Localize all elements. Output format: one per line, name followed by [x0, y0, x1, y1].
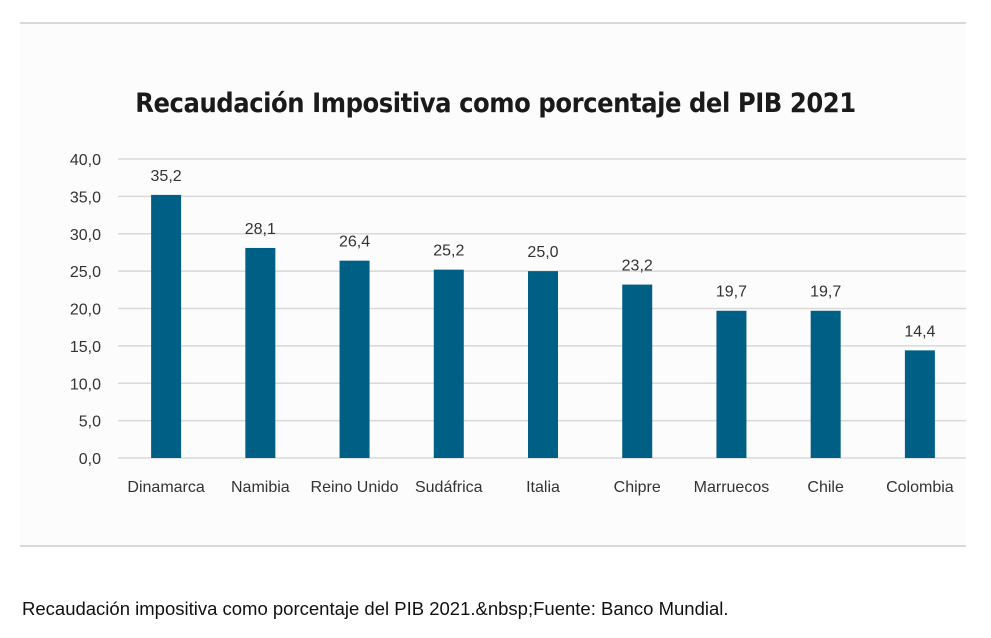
- y-tick-label: 5,0: [79, 414, 101, 431]
- bar: [716, 310, 747, 458]
- bar: [151, 194, 182, 458]
- x-tick-label: Chile: [807, 479, 844, 496]
- x-tick-label: Colombia: [886, 479, 954, 496]
- bar: [622, 284, 653, 458]
- y-axis-tick-labels: 0,0 5,0 10,0 15,0 20,0 25,0 30,0 35,0 40,0: [70, 152, 101, 468]
- x-tick-label: Namibia: [231, 479, 290, 496]
- y-tick-label: 15,0: [70, 339, 101, 356]
- bar-chart: 0,0 5,0 10,0 15,0 20,0 25,0 30,0 35,0 40,0 35,2 2…: [70, 152, 966, 496]
- x-tick-label: Chipre: [614, 479, 661, 496]
- data-label: 26,4: [339, 234, 370, 251]
- data-label: 23,2: [622, 258, 653, 275]
- data-label: 19,7: [716, 284, 747, 301]
- y-tick-label: 30,0: [70, 227, 101, 244]
- bar: [810, 310, 841, 458]
- y-tick-label: 25,0: [70, 264, 101, 281]
- x-tick-label: Marruecos: [694, 479, 770, 496]
- bar: [433, 269, 464, 458]
- top-divider: [20, 22, 966, 24]
- bar: [245, 247, 276, 458]
- y-tick-label: 0,0: [79, 451, 101, 468]
- y-tick-label: 35,0: [70, 189, 101, 206]
- bar: [528, 271, 558, 458]
- x-axis-tick-labels: Dinamarca Namibia Reino Unido Sudáfrica Ital…: [127, 479, 953, 496]
- bars: [151, 194, 935, 458]
- data-label: 25,0: [527, 244, 558, 261]
- bar: [904, 350, 935, 458]
- y-tick-label: 10,0: [70, 376, 101, 393]
- data-label: 25,2: [433, 243, 464, 260]
- bottom-divider: [20, 545, 966, 547]
- data-label: 14,4: [904, 323, 935, 340]
- x-tick-label: Sudáfrica: [415, 479, 483, 496]
- y-tick-label: 20,0: [70, 302, 101, 319]
- data-label: 19,7: [810, 284, 841, 301]
- x-tick-label: Dinamarca: [127, 479, 204, 496]
- y-tick-label: 40,0: [70, 152, 101, 169]
- chart-title: Recaudación Impositiva como porcentaje d…: [135, 88, 856, 119]
- x-tick-label: Reino Unido: [311, 479, 399, 496]
- bar: [339, 260, 370, 458]
- figure-caption: Recaudación impositiva como porcentaje d…: [22, 598, 729, 619]
- data-labels: 35,2 28,1 26,4 25,2 25,0 23,2 19,7 19,7 14,4: [151, 168, 936, 340]
- data-label: 35,2: [151, 168, 182, 185]
- x-tick-label: Italia: [526, 479, 560, 496]
- data-label: 28,1: [245, 221, 276, 238]
